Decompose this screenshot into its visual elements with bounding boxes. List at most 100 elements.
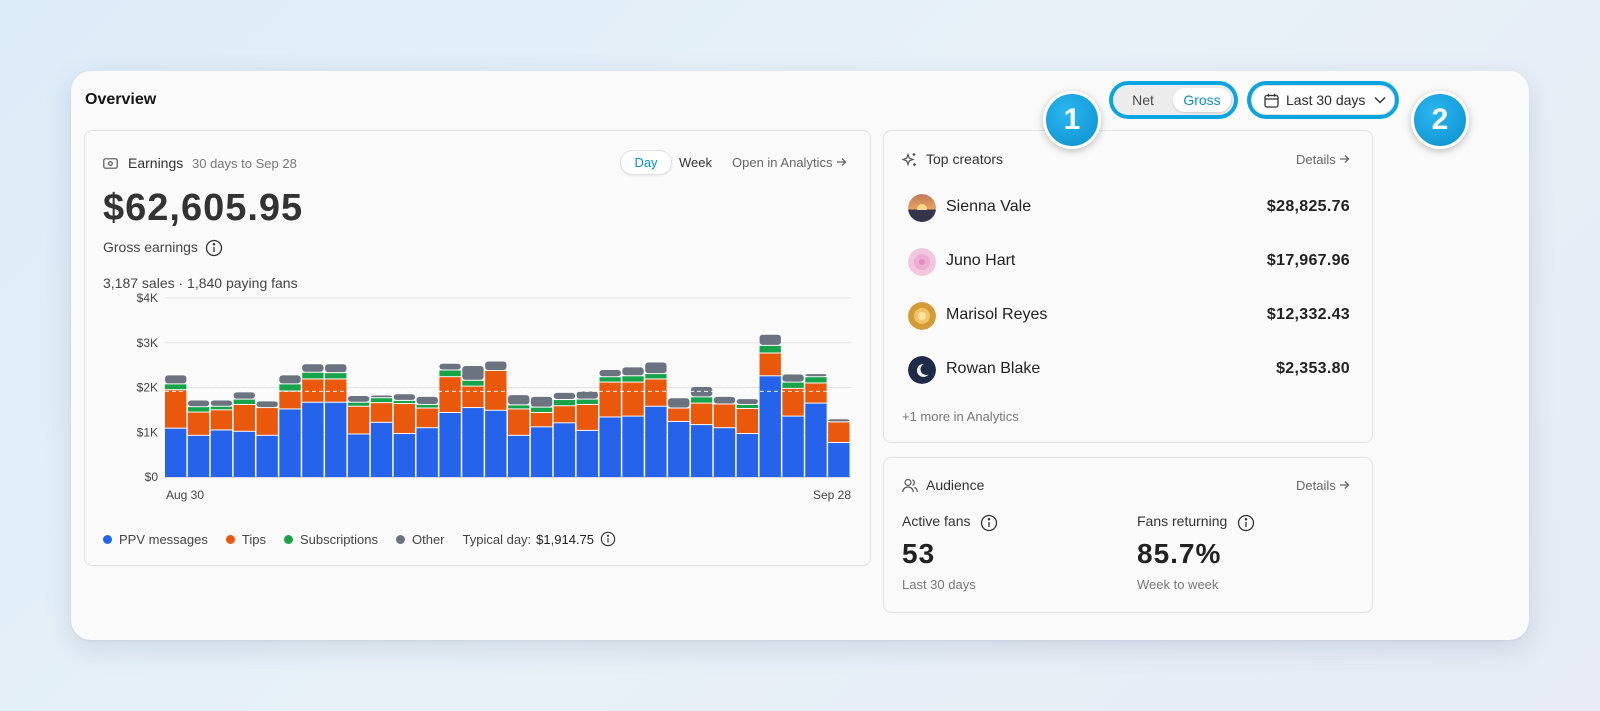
sales-summary: 3,187 sales · 1,840 paying fans	[103, 275, 298, 291]
earnings-card: Earnings 30 days to Sep 28 Day Week Open…	[84, 130, 871, 566]
date-range-dropdown[interactable]: Last 30 days	[1251, 85, 1395, 115]
bar-segment	[782, 388, 804, 416]
bar-segment	[462, 408, 484, 477]
bar-segment	[508, 409, 530, 435]
overview-panel: Overview Net Gross Last 30 days Earnings…	[71, 71, 1529, 640]
bar-segment	[782, 382, 804, 388]
chart-legend: PPV messages Tips Subscriptions Other Ty…	[103, 531, 616, 547]
bar-segment	[599, 370, 621, 377]
bar-segment	[347, 406, 370, 434]
bar-segment	[690, 397, 713, 403]
bar-segment	[508, 395, 530, 405]
bar-segment	[462, 366, 484, 380]
typical-day-label: Typical day:	[462, 531, 532, 547]
info-icon[interactable]	[1237, 514, 1255, 532]
creator-name: Marisol Reyes	[946, 306, 1048, 323]
bar-segment	[530, 427, 553, 477]
info-icon[interactable]	[205, 239, 223, 257]
gross-earnings-label: Gross earnings	[103, 239, 198, 255]
y-tick-label: $3K	[137, 336, 158, 350]
bar-segment	[233, 404, 255, 431]
bar-segment	[210, 430, 233, 477]
annotation-marker-2: 2	[1411, 91, 1469, 149]
bar-segment	[599, 417, 621, 477]
bar-segment	[668, 421, 690, 477]
bar-segment	[828, 419, 850, 422]
bar-segment	[759, 345, 781, 353]
legend-subscriptions-label: Subscriptions	[299, 531, 378, 547]
active-fans-value: 53	[902, 538, 936, 569]
bar-segment	[805, 383, 827, 403]
audience-details-link[interactable]: Details	[1296, 478, 1350, 493]
creator-row[interactable]: Rowan Blake $2,353.80	[908, 355, 1350, 385]
bar-segment	[576, 430, 598, 477]
bar-segment	[736, 404, 759, 408]
bar-segment	[645, 406, 667, 477]
bar-segment	[165, 384, 187, 390]
bar-segment	[187, 407, 210, 412]
top-creators-details-link[interactable]: Details	[1296, 152, 1350, 167]
earnings-chart: $0 $1K $2K $3K $4K Aug 30 Sep 28	[137, 293, 852, 502]
bar-segment	[576, 391, 598, 399]
bar-segment	[370, 398, 393, 403]
legend-other-label: Other	[412, 531, 445, 547]
gross-toggle-button[interactable]: Gross	[1173, 88, 1231, 112]
bar-segment	[370, 403, 393, 422]
info-icon[interactable]	[600, 531, 616, 547]
arrow-right-icon	[1340, 481, 1350, 489]
open-in-analytics-label: Open in Analytics	[732, 155, 833, 170]
bar-segment	[576, 404, 598, 430]
bar-segment	[553, 392, 576, 400]
week-toggle-button[interactable]: Week	[679, 155, 712, 170]
bar-segment	[439, 377, 461, 413]
creator-row[interactable]: Sienna Vale $28,825.76	[908, 193, 1350, 223]
earnings-title: Earnings	[128, 155, 184, 171]
more-creators-link[interactable]: +1 more in Analytics	[902, 409, 1019, 424]
bar-segment	[622, 416, 644, 477]
bar-segment	[645, 374, 667, 379]
bar-segment	[416, 404, 438, 408]
bar-segment	[233, 399, 255, 404]
bar-segment	[416, 428, 438, 477]
typical-day-value: $1,914.75	[536, 531, 595, 547]
fans-returning-sub: Week to week	[1137, 577, 1219, 592]
bar-segment	[187, 412, 210, 435]
annotation-marker-1: 1	[1043, 91, 1101, 149]
creator-row[interactable]: Juno Hart $17,967.96	[908, 247, 1350, 277]
legend-ppv-label: PPV messages	[119, 531, 208, 547]
bar-segment	[370, 395, 393, 398]
y-tick-label: $2K	[137, 381, 158, 395]
bar-segment	[713, 396, 736, 404]
open-in-analytics-link[interactable]: Open in Analytics	[732, 155, 847, 170]
bar-segment	[759, 376, 781, 477]
top-creators-title: Top creators	[926, 151, 1004, 167]
fans-returning-label: Fans returning	[1137, 513, 1228, 529]
bar-segment	[759, 334, 781, 345]
creator-name: Juno Hart	[946, 252, 1016, 269]
day-toggle-button[interactable]: Day	[620, 150, 672, 175]
bar-segment	[530, 413, 553, 427]
bar-segment	[690, 425, 713, 477]
bar-segment	[347, 434, 370, 477]
net-toggle-button[interactable]: Net	[1132, 92, 1154, 108]
bar-segment	[805, 377, 827, 383]
sparkle-icon	[902, 152, 916, 167]
creator-amount: $2,353.80	[1276, 360, 1350, 377]
bar-segment	[256, 408, 278, 435]
creator-amount: $12,332.43	[1266, 306, 1350, 323]
info-icon[interactable]	[980, 514, 998, 532]
creator-amount: $28,825.76	[1266, 198, 1350, 215]
money-icon	[103, 158, 118, 169]
audience-details-label: Details	[1296, 478, 1336, 493]
bar-segment	[325, 373, 347, 379]
creator-row[interactable]: Marisol Reyes $12,332.43	[908, 301, 1350, 331]
creator-name: Rowan Blake	[946, 360, 1041, 377]
bar-segment	[325, 364, 347, 373]
active-fans-label: Active fans	[902, 513, 971, 529]
x-tick-label: Sep 28	[813, 488, 851, 502]
net-gross-toggle: Net Gross	[1113, 85, 1234, 115]
arrow-right-icon	[1340, 155, 1350, 163]
bar-segment	[622, 382, 644, 416]
users-icon	[902, 478, 918, 493]
avatar	[908, 194, 936, 222]
